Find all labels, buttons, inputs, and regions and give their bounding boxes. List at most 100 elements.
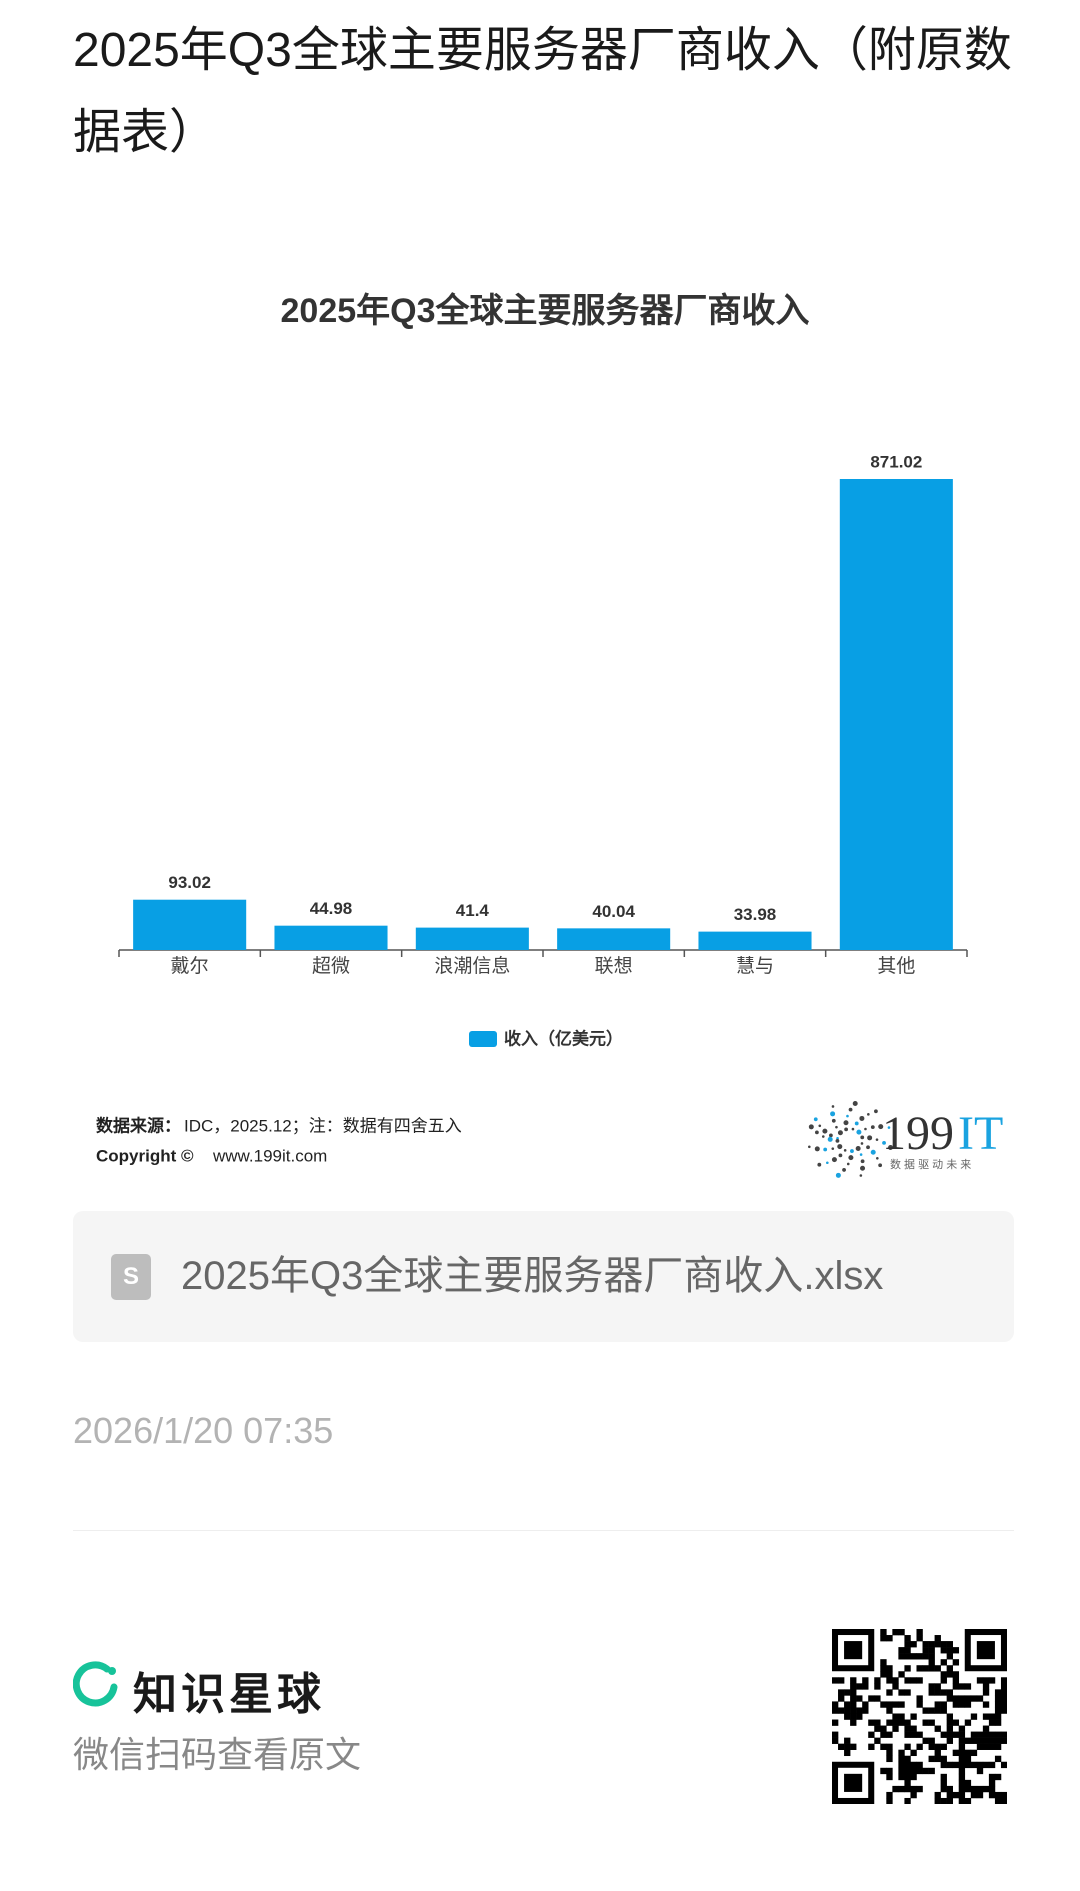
- x-tick-label: 浪潮信息: [434, 955, 510, 977]
- qr-module: [940, 1785, 947, 1793]
- qr-module: [994, 1719, 1002, 1726]
- logo-dot: [876, 1156, 879, 1160]
- qr-module: [910, 1761, 917, 1769]
- qr-module: [862, 1701, 869, 1708]
- qr-module: [844, 1701, 851, 1708]
- qr-module: [838, 1695, 845, 1702]
- logo-dot: [835, 1125, 838, 1129]
- logo-dot: [837, 1130, 843, 1136]
- qr-module: [904, 1635, 911, 1642]
- qr-module: [946, 1713, 953, 1720]
- x-tick-label: 联想: [595, 955, 633, 977]
- qr-module: [988, 1677, 996, 1684]
- qr-module: [946, 1647, 953, 1654]
- qr-code[interactable]: [832, 1629, 1007, 1804]
- copyright-label: Copyright ©: [96, 1146, 194, 1165]
- logo-dot: [818, 1124, 822, 1128]
- qr-module: [946, 1737, 953, 1744]
- qr-module: [934, 1641, 941, 1648]
- qr-module: [886, 1677, 893, 1684]
- qr-module: [976, 1677, 984, 1684]
- qr-module: [964, 1761, 972, 1769]
- qr-module: [934, 1635, 941, 1642]
- qr-module: [850, 1743, 857, 1750]
- logo-dot: [842, 1168, 846, 1172]
- qr-module: [934, 1755, 941, 1763]
- qr-module: [982, 1701, 990, 1708]
- qr-module: [904, 1767, 911, 1775]
- qr-module: [850, 1719, 857, 1726]
- qr-module: [910, 1791, 917, 1799]
- qr-module: [922, 1719, 929, 1726]
- qr-module: [940, 1779, 947, 1787]
- qr-module: [922, 1653, 929, 1660]
- qr-module: [880, 1635, 887, 1642]
- qr-module: [946, 1791, 953, 1799]
- qr-module: [958, 1725, 966, 1732]
- qr-module: [922, 1647, 929, 1654]
- qr-module: [832, 1701, 839, 1708]
- qr-module: [898, 1755, 905, 1763]
- qr-module: [904, 1773, 911, 1781]
- qr-module: [898, 1749, 905, 1757]
- brand-icon: [73, 1661, 118, 1707]
- qr-module: [910, 1767, 917, 1775]
- qr-module: [892, 1785, 899, 1793]
- qr-module: [952, 1791, 960, 1799]
- qr-module: [946, 1665, 953, 1672]
- qr-module: [988, 1719, 996, 1726]
- qr-module: [946, 1653, 953, 1660]
- qr-module: [904, 1689, 911, 1696]
- qr-module: [886, 1719, 893, 1726]
- attachment[interactable]: S 2025年Q3全球主要服务器厂商收入.xlsx: [73, 1211, 1014, 1342]
- qr-module: [934, 1665, 941, 1672]
- qr-module: [886, 1743, 893, 1750]
- qr-module: [928, 1647, 935, 1654]
- qr-module: [856, 1683, 863, 1690]
- file-icon-letter: S: [122, 1263, 139, 1290]
- data-label: 44.98: [310, 899, 353, 918]
- qr-module: [874, 1677, 881, 1684]
- qr-module: [988, 1713, 996, 1720]
- qr-module: [1000, 1689, 1007, 1696]
- qr-module: [970, 1785, 978, 1793]
- qr-module: [994, 1743, 1002, 1750]
- qr-module: [916, 1761, 923, 1769]
- logo-dot: [822, 1128, 828, 1134]
- qr-module: [904, 1785, 911, 1793]
- qr-module: [910, 1641, 917, 1648]
- bar: [839, 479, 953, 950]
- qr-module: [898, 1689, 905, 1696]
- qr-module: [982, 1761, 990, 1769]
- qr-module: [946, 1797, 953, 1804]
- qr-module: [928, 1737, 935, 1744]
- qr-module: [940, 1773, 947, 1781]
- qr-module: [898, 1629, 905, 1636]
- qr-module: [832, 1731, 839, 1738]
- logo-dot: [843, 1149, 847, 1152]
- qr-module: [868, 1731, 875, 1738]
- qr-module: [886, 1689, 893, 1696]
- qr-module: [874, 1725, 881, 1732]
- qr-module: [958, 1743, 966, 1750]
- qr-module: [988, 1791, 996, 1799]
- file-name[interactable]: 2025年Q3全球主要服务器厂商收入.xlsx: [181, 1254, 884, 1298]
- logo-dot: [831, 1105, 835, 1108]
- qr-module: [940, 1641, 947, 1648]
- bar: [415, 927, 529, 950]
- qr-module: [970, 1749, 978, 1757]
- qr-module: [940, 1761, 947, 1769]
- qr-module: [856, 1695, 863, 1702]
- qr-module: [928, 1755, 935, 1763]
- qr-module: [982, 1785, 990, 1793]
- logo-dot: [813, 1117, 818, 1122]
- logo-dot: [837, 1144, 843, 1150]
- logo-dot: [831, 1157, 837, 1163]
- qr-module: [886, 1635, 893, 1642]
- qr-module: [922, 1737, 929, 1744]
- qr-module: [952, 1677, 960, 1684]
- qr-module: [964, 1749, 972, 1757]
- legend-swatch: [469, 1031, 497, 1047]
- qr-module: [976, 1791, 984, 1799]
- qr-module: [862, 1683, 869, 1690]
